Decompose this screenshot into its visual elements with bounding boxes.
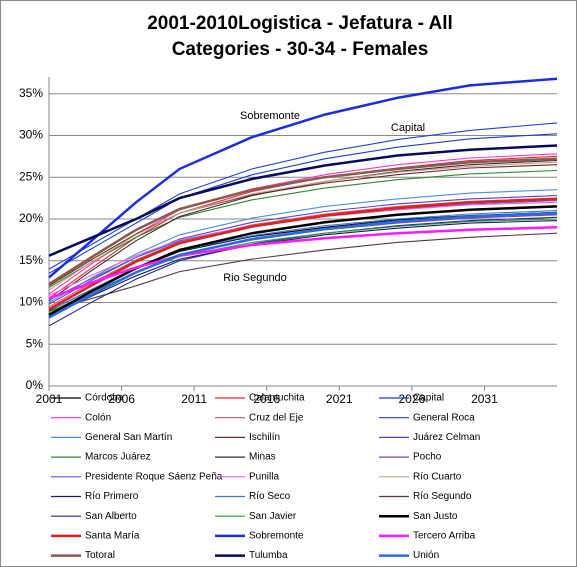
legend-label: Río Segundo: [413, 491, 472, 502]
y-tick-label: 20%: [19, 211, 43, 225]
series-line: [48, 155, 558, 299]
y-tick-label: 15%: [19, 253, 43, 267]
series-line: [48, 164, 558, 287]
x-tick-label: 2031: [471, 392, 498, 406]
legend-label: Tulumba: [249, 550, 288, 561]
series-line: [48, 133, 558, 274]
legend-label: Río Seco: [249, 491, 291, 502]
series-line: [48, 211, 558, 319]
series-line: [48, 157, 558, 286]
legend-label: Totoral: [85, 550, 115, 561]
legend-label: Colón: [85, 412, 111, 423]
x-tick-label: 2011: [181, 392, 207, 406]
legend-label: Córdoba: [85, 393, 124, 404]
legend-label: Santa María: [85, 531, 140, 542]
series-line: [48, 205, 558, 317]
legend-label: Minas: [249, 452, 276, 463]
legend-label: Marcos Juárez: [85, 452, 151, 463]
legend-label: San Alberto: [85, 511, 137, 522]
legend-label: Capital: [413, 393, 444, 404]
series-line: [48, 218, 558, 313]
series-line: [48, 189, 558, 303]
series-line: [48, 226, 558, 300]
legend-label: Punilla: [249, 471, 279, 482]
legend-label: Juárez Celman: [413, 432, 480, 443]
legend-label: Presidente Roque Sáenz Peña: [85, 471, 223, 482]
series-line: [48, 169, 558, 288]
x-tick-label: 2026: [399, 392, 426, 406]
annotation: Capital: [391, 122, 425, 134]
legend-label: Tercero Arriba: [413, 531, 476, 542]
y-tick-label: 5%: [26, 336, 44, 350]
x-tick-label: 2006: [108, 392, 135, 406]
legend-label: San Javier: [249, 511, 297, 522]
series-line: [48, 159, 558, 302]
chart-title: Categories - 30-34 - Females: [172, 39, 429, 60]
legend-label: Río Cuarto: [413, 471, 462, 482]
annotation: Rio Segundo: [223, 272, 287, 284]
legend-label: San Justo: [413, 511, 458, 522]
legend-label: Unión: [413, 550, 439, 561]
y-tick-label: 35%: [19, 86, 43, 100]
legend-label: Cruz del Eje: [249, 412, 304, 423]
y-tick-label: 10%: [19, 295, 43, 309]
chart-title: 2001-2010Logistica - Jefatura - All: [147, 13, 453, 34]
x-tick-label: 2016: [253, 392, 280, 406]
legend-label: Río Primero: [85, 491, 139, 502]
legend-label: General San Martín: [85, 432, 172, 443]
y-tick-label: 25%: [19, 169, 43, 183]
x-tick-label: 2021: [326, 392, 353, 406]
series-line: [48, 122, 558, 270]
series-line: [48, 195, 558, 305]
annotation: Sobremonte: [240, 110, 300, 122]
y-tick-label: 30%: [19, 128, 43, 142]
legend-label: Sobremonte: [249, 531, 304, 542]
series-line: [48, 77, 558, 279]
legend-label: Ischilín: [249, 432, 280, 443]
x-tick-label: 2001: [36, 392, 63, 406]
legend-label: General Roca: [413, 412, 475, 423]
legend-label: Pocho: [413, 452, 442, 463]
y-tick-label: 0%: [26, 378, 44, 392]
series-line: [48, 144, 558, 257]
series-line: [48, 161, 558, 291]
legend-label: Calamuchita: [249, 393, 305, 404]
